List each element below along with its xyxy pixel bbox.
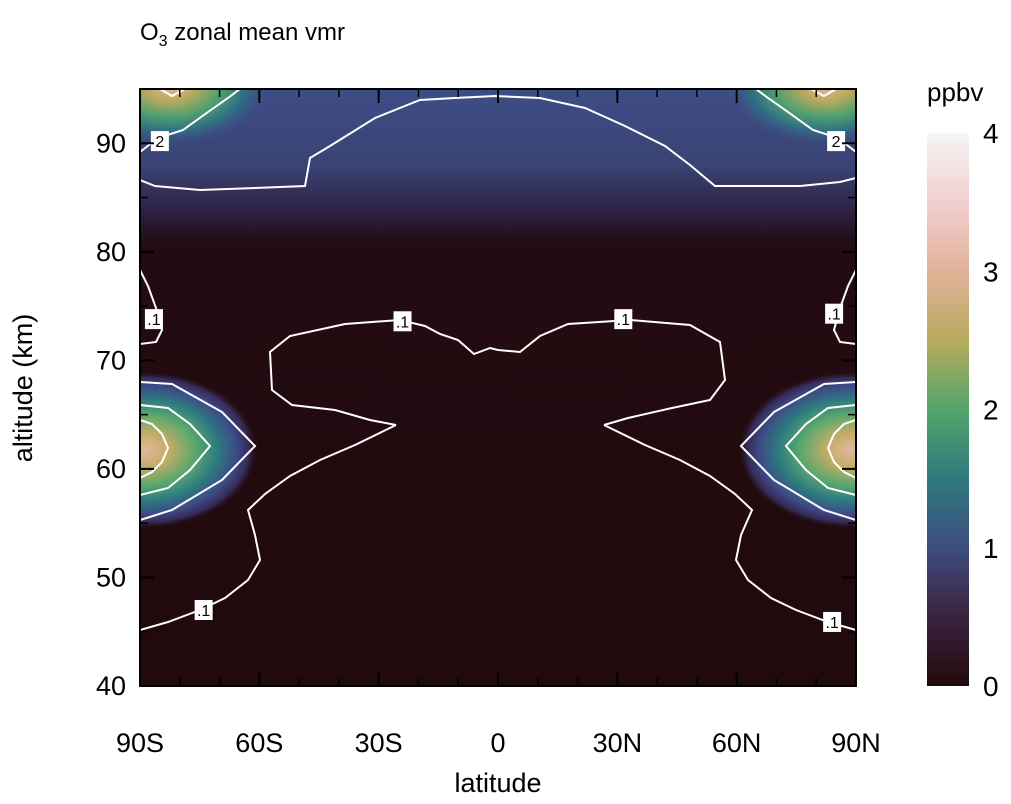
colorbar-tick-label: 2 — [983, 395, 999, 426]
y-tick-label: 70 — [96, 345, 126, 375]
chart-title: O3 zonal mean vmr — [140, 19, 345, 50]
contour-label-text: .1 — [396, 314, 409, 331]
y-axis-label: altitude (km) — [8, 314, 38, 463]
contour-label-text: .1 — [147, 312, 160, 329]
contour-01-center — [268, 318, 727, 426]
contour-label-box — [614, 309, 633, 330]
field-maximum-north-mid — [739, 372, 856, 528]
contour-3-south-mid — [140, 419, 170, 479]
contour-1-south-mid — [140, 381, 257, 521]
field-maximum-north-top — [726, 89, 856, 146]
contour-label: 2 — [827, 131, 846, 152]
y-axis: 40 50 60 70 80 90 — [96, 88, 856, 701]
contour-label: .1 — [194, 600, 213, 621]
contour-label-text: .1 — [617, 312, 630, 329]
colorbar-tick-label: 4 — [983, 118, 999, 149]
contour-label-box — [194, 600, 213, 621]
contour-2-south-mid — [140, 404, 212, 496]
colorbar: ppbv 0 1 2 3 4 — [927, 77, 999, 702]
contour-label-text: .1 — [825, 615, 838, 632]
contour-label-text: .1 — [827, 307, 840, 324]
contour-01-north-bottom — [603, 424, 856, 631]
contour-label-text: 2 — [832, 134, 841, 151]
x-tick-label: 60N — [712, 728, 762, 758]
contour-label-box — [150, 131, 169, 152]
x-tick-label: 0 — [490, 728, 505, 758]
contour-2-north-mid — [784, 404, 856, 496]
contour-3-north-top — [810, 89, 837, 98]
contour-label-text: 2 — [155, 134, 164, 151]
contour-labels: 2 2 .1 .1 .1 .1 .1 .1 — [144, 131, 846, 632]
contour-3-north-mid — [826, 419, 856, 479]
y-tick-label: 90 — [96, 128, 126, 158]
field-maximum-south-mid — [140, 372, 257, 528]
contour-1-north-mid — [739, 381, 856, 521]
plot-area: 2 2 .1 .1 .1 .1 .1 .1 — [140, 89, 856, 686]
colorbar-unit: ppbv — [927, 77, 983, 107]
colorbar-ticks: 0 1 2 3 4 — [983, 118, 999, 702]
contour-label-text: .1 — [197, 603, 210, 620]
y-tick-label: 50 — [96, 562, 126, 592]
contour-label: .1 — [614, 309, 633, 330]
contour-label-box — [823, 611, 842, 632]
contour-3-south-top — [159, 89, 186, 98]
colorbar-tick-label: 3 — [983, 256, 999, 287]
colorbar-ramp — [927, 133, 969, 686]
y-tick-label: 60 — [96, 454, 126, 484]
contour-label-box — [825, 303, 844, 324]
contour-label: .1 — [823, 611, 842, 632]
y-tick-label: 40 — [96, 671, 126, 701]
contour-label: .1 — [393, 311, 412, 332]
x-tick-label: 30N — [593, 728, 643, 758]
contour-1-top — [140, 94, 856, 192]
y-tick-label: 80 — [96, 237, 126, 267]
x-tick-label: 30S — [355, 728, 403, 758]
x-axis-label: latitude — [454, 768, 541, 798]
field-maximum-south-top — [140, 89, 270, 146]
x-tick-label: 60S — [235, 728, 283, 758]
colorbar-tick-label: 0 — [983, 671, 999, 702]
contour-label: .1 — [825, 303, 844, 324]
colorbar-tick-label: 1 — [983, 533, 999, 564]
contour-label-box — [144, 309, 163, 330]
x-axis: 90S 60S 30S 0 30N 60N 90N — [116, 89, 881, 758]
contour-label: 2 — [150, 131, 169, 152]
contour-label-box — [827, 131, 846, 152]
x-tick-label: 90S — [116, 728, 164, 758]
contour-label: .1 — [144, 309, 163, 330]
field-background — [140, 89, 856, 686]
contour-label-box — [393, 311, 412, 332]
x-tick-label: 90N — [831, 728, 881, 758]
